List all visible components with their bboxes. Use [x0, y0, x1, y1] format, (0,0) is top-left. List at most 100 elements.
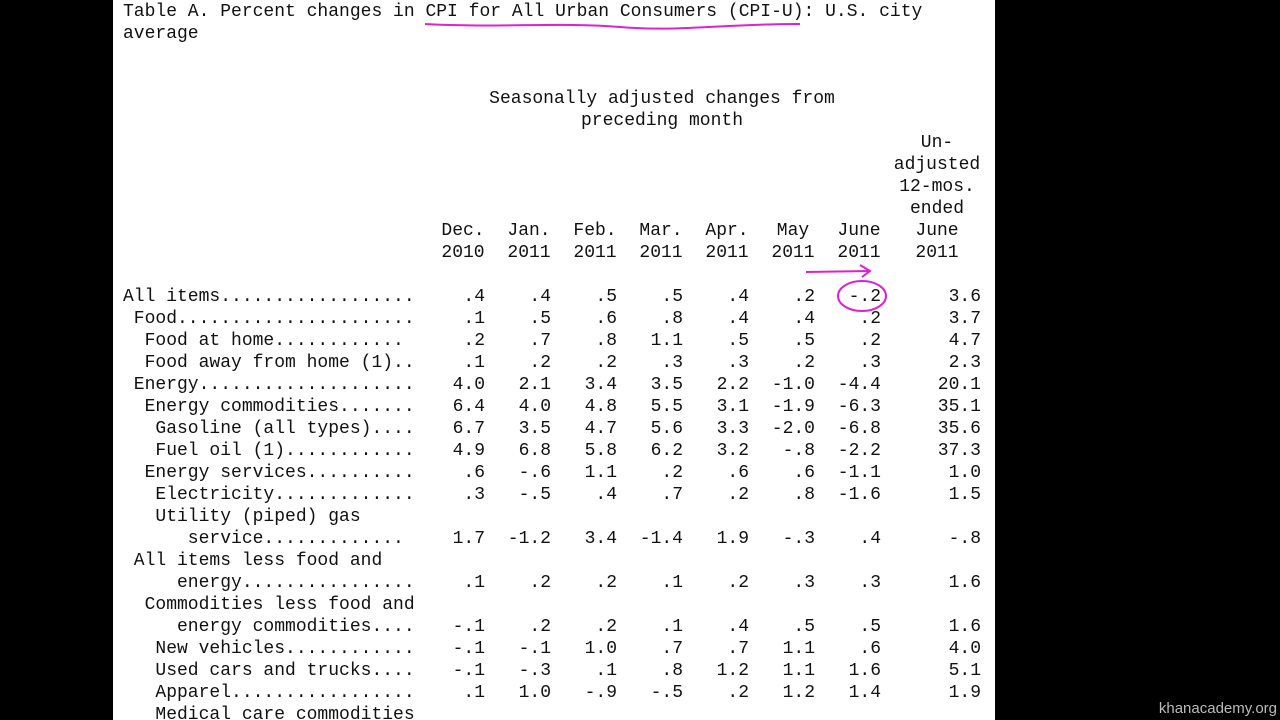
table: Table A. Percent changes in CPI for All …	[123, 2, 981, 720]
cell-value: .2	[529, 573, 551, 593]
arrow-annotation	[805, 264, 872, 278]
cell-value: .3	[463, 485, 485, 505]
cell-value: .3	[859, 573, 881, 593]
cell-value: .8	[661, 661, 683, 681]
cell-value: 1.0	[585, 639, 617, 659]
cell-value: .3	[727, 353, 749, 373]
cell-value: -.2	[849, 287, 881, 307]
group-header: Seasonally adjusted changes from	[489, 89, 835, 109]
cell-value: .5	[595, 287, 617, 307]
cell-value: -.5	[519, 485, 551, 505]
cell-value: .7	[661, 639, 683, 659]
cell-value: 4.9	[453, 441, 485, 461]
cell-value: 1.4	[849, 683, 881, 703]
cell-value: 35.1	[938, 397, 981, 417]
column-header: adjusted	[894, 155, 980, 175]
row-label: energy................	[123, 573, 415, 593]
column-header: Un-	[921, 133, 953, 153]
cell-value: 6.2	[651, 441, 683, 461]
cell-value: .1	[463, 353, 485, 373]
cell-value: 6.7	[453, 419, 485, 439]
cell-value: -1.1	[838, 463, 881, 483]
cell-value: .2	[727, 683, 749, 703]
cell-value: -6.3	[838, 397, 881, 417]
column-header: June	[837, 221, 880, 241]
column-header: 2011	[705, 243, 748, 263]
cell-value: .5	[793, 617, 815, 637]
row-label: energy commodities....	[123, 617, 415, 637]
cell-value: 3.7	[949, 309, 981, 329]
cell-value: .2	[859, 331, 881, 351]
cell-value: 1.0	[519, 683, 551, 703]
cell-value: 1.1	[585, 463, 617, 483]
cell-value: .4	[595, 485, 617, 505]
cell-value: -.8	[783, 441, 815, 461]
cell-value: .2	[859, 309, 881, 329]
cell-value: .5	[529, 309, 551, 329]
cell-value: .2	[727, 573, 749, 593]
cell-value: 1.6	[949, 573, 981, 593]
cell-value: 2.2	[717, 375, 749, 395]
watermark: khanacademy.org	[1159, 700, 1277, 717]
cell-value: -1.0	[772, 375, 815, 395]
cell-value: 3.2	[717, 441, 749, 461]
cell-value: 1.1	[783, 639, 815, 659]
row-label: Gasoline (all types)....	[123, 419, 415, 439]
cell-value: .4	[463, 287, 485, 307]
cell-value: 4.0	[519, 397, 551, 417]
row-label: Food......................	[123, 309, 415, 329]
cell-value: -.1	[453, 661, 485, 681]
cell-value: -.1	[519, 639, 551, 659]
cell-value: .1	[463, 309, 485, 329]
row-label: Food at home............	[123, 331, 404, 351]
cell-value: 5.5	[651, 397, 683, 417]
cell-value: -.3	[519, 661, 551, 681]
column-header: Mar.	[639, 221, 682, 241]
cell-value: 1.0	[949, 463, 981, 483]
cell-value: .6	[859, 639, 881, 659]
row-label: All items less food and	[123, 551, 382, 571]
cell-value: .4	[529, 287, 551, 307]
column-header: 2011	[771, 243, 814, 263]
cell-value: -.9	[585, 683, 617, 703]
cell-value: -1.4	[640, 529, 683, 549]
group-header: preceding month	[581, 111, 743, 131]
cell-value: 1.6	[849, 661, 881, 681]
cell-value: .2	[793, 353, 815, 373]
row-label: Food away from home (1)..	[123, 353, 415, 373]
cell-value: -.8	[949, 529, 981, 549]
column-header: ended	[910, 199, 964, 219]
cell-value: -.6	[519, 463, 551, 483]
cell-value: 5.8	[585, 441, 617, 461]
column-header: Feb.	[573, 221, 616, 241]
cell-value: .1	[463, 683, 485, 703]
column-header: 2011	[915, 243, 958, 263]
cell-value: .2	[595, 617, 617, 637]
column-header: 12-mos.	[899, 177, 975, 197]
cell-value: .2	[529, 353, 551, 373]
cell-value: .4	[727, 287, 749, 307]
cell-value: -.3	[783, 529, 815, 549]
column-header: May	[777, 221, 810, 241]
cell-value: .4	[727, 617, 749, 637]
row-label: Fuel oil (1)............	[123, 441, 415, 461]
cell-value: .2	[595, 573, 617, 593]
circle-annotation	[837, 280, 887, 312]
cell-value: 5.6	[651, 419, 683, 439]
cell-value: .6	[727, 463, 749, 483]
cell-value: -6.8	[838, 419, 881, 439]
cell-value: .5	[727, 331, 749, 351]
row-label: Medical care commodities	[123, 705, 415, 720]
cell-value: 3.1	[717, 397, 749, 417]
cell-value: 2.1	[519, 375, 551, 395]
cell-value: 1.7	[453, 529, 485, 549]
cell-value: 3.4	[585, 375, 617, 395]
cell-value: 4.0	[949, 639, 981, 659]
cell-value: 2.3	[949, 353, 981, 373]
row-label: All items..................	[123, 287, 415, 307]
column-header: 2011	[507, 243, 550, 263]
cell-value: -.5	[651, 683, 683, 703]
cell-value: .8	[595, 331, 617, 351]
cell-value: 35.6	[938, 419, 981, 439]
cell-value: 5.1	[949, 661, 981, 681]
